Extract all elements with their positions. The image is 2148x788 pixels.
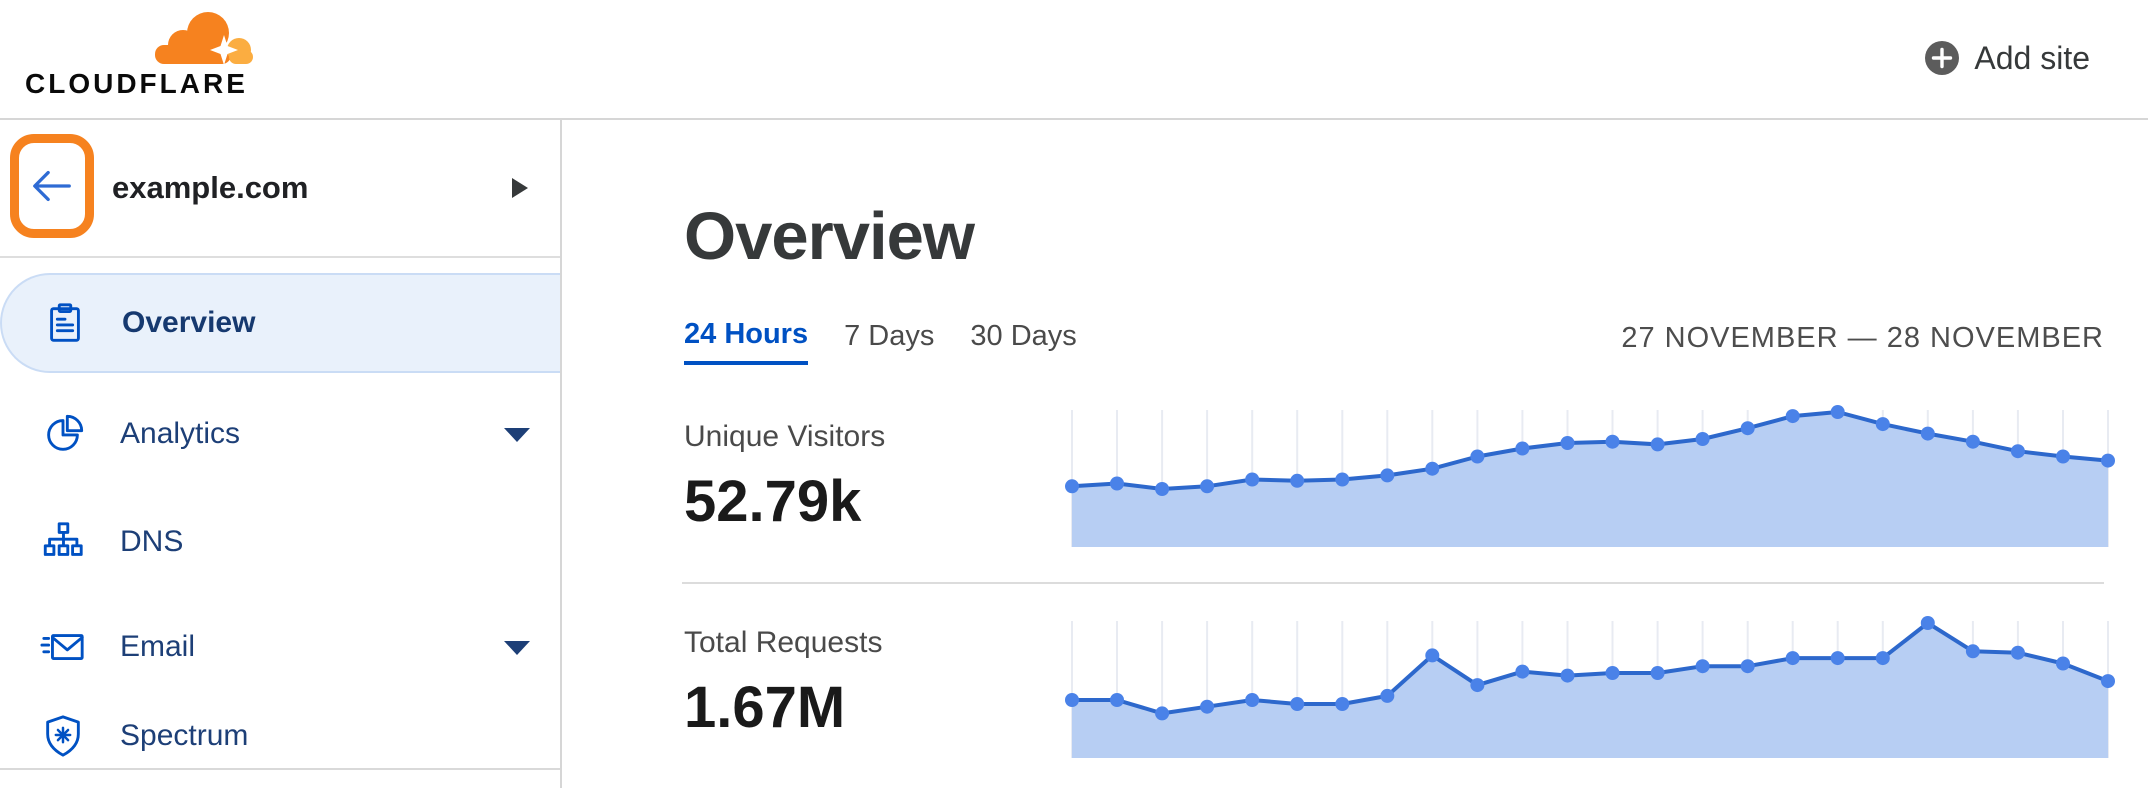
top-header: CLOUDFLARE Add site — [0, 0, 2148, 120]
tab-24-hours[interactable]: 24 Hours — [684, 318, 809, 365]
sidebar-item-overview[interactable]: Overview — [0, 273, 560, 373]
sidebar-item-label: DNS — [120, 525, 184, 558]
sidebar-section-divider — [0, 768, 560, 770]
site-name: example.com — [112, 170, 309, 205]
metric-label-unique-visitors: Unique Visitors — [684, 420, 886, 453]
back-button[interactable] — [29, 163, 75, 209]
chevron-down-icon[interactable] — [504, 428, 530, 442]
envelope-icon — [40, 624, 86, 670]
clipboard-icon — [42, 300, 88, 346]
main-content: Overview 24 Hours 7 Days 30 Days 27 NOVE… — [562, 120, 2148, 788]
page-title: Overview — [684, 199, 975, 274]
metric-value-total-requests: 1.67M — [684, 675, 846, 740]
cloudflare-wordmark: CLOUDFLARE — [25, 68, 248, 99]
back-button-highlight — [10, 134, 94, 238]
sidebar-item-dns[interactable]: DNS — [0, 492, 560, 592]
plus-circle-icon — [1925, 41, 1960, 75]
sidebar-item-label: Analytics — [120, 417, 241, 450]
metric-value-unique-visitors: 52.79k — [684, 469, 862, 534]
sidebar-item-spectrum[interactable]: Spectrum — [0, 686, 560, 786]
sidebar: example.com Overview Analytics — [0, 120, 562, 788]
chevron-right-icon[interactable] — [512, 178, 528, 198]
metric-label-total-requests: Total Requests — [684, 626, 883, 659]
hierarchy-icon — [40, 519, 86, 565]
metrics-divider — [682, 582, 2104, 584]
tab-7-days[interactable]: 7 Days — [844, 318, 934, 365]
sidebar-item-email[interactable]: Email — [0, 597, 560, 697]
cloudflare-cloud-icon — [155, 12, 253, 64]
sidebar-item-label: Spectrum — [120, 719, 249, 752]
sidebar-item-label: Email — [120, 630, 196, 663]
chevron-down-icon[interactable] — [504, 641, 530, 655]
add-site-label: Add site — [1974, 39, 2090, 76]
date-range-label: 27 NOVEMBER — 28 NOVEMBER — [1621, 322, 2104, 354]
cloudflare-logo[interactable]: CLOUDFLARE — [25, 6, 259, 102]
shield-icon — [40, 713, 86, 759]
sidebar-item-analytics[interactable]: Analytics — [0, 384, 560, 484]
total-requests-chart — [1065, 616, 2115, 758]
pie-chart-icon — [40, 411, 86, 457]
time-range-tabs: 24 Hours 7 Days 30 Days — [684, 318, 1077, 365]
tab-30-days[interactable]: 30 Days — [970, 318, 1076, 365]
arrow-left-icon — [33, 170, 71, 202]
unique-visitors-chart — [1065, 405, 2115, 547]
site-switcher[interactable]: example.com — [0, 120, 560, 258]
add-site-button[interactable]: Add site — [1924, 34, 2090, 82]
sidebar-item-label: Overview — [122, 306, 256, 339]
